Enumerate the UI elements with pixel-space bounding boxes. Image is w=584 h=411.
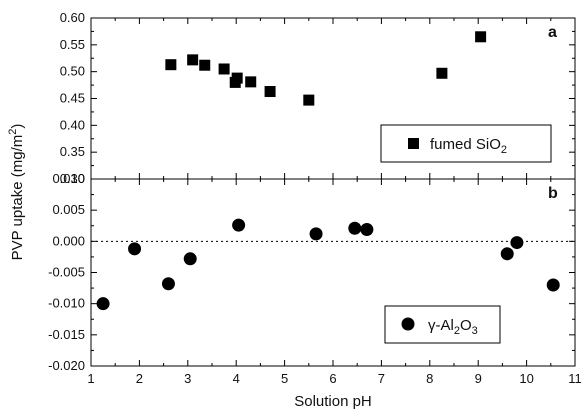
legend-b-text: γ-Al2O3 bbox=[428, 317, 478, 337]
y-label-end: ) bbox=[9, 124, 26, 129]
data-point-square bbox=[165, 59, 177, 71]
legend-b-mid: O bbox=[460, 317, 472, 334]
data-point-circle bbox=[183, 252, 197, 266]
x-tick-label: 6 bbox=[329, 371, 336, 386]
data-point-square bbox=[264, 86, 276, 98]
y-tick-label: 0.45 bbox=[60, 91, 85, 106]
y-label-main: PVP uptake (mg/m bbox=[9, 135, 26, 261]
y-tick-label: -0.020 bbox=[48, 358, 85, 373]
panel-a-ticks: 0.30 0.35 0.40 0.45 0.50 0.55 0.60 bbox=[60, 10, 576, 186]
x-tick-label: 2 bbox=[136, 371, 143, 386]
y-tick-label: 0.50 bbox=[60, 64, 85, 79]
x-tick-label: 9 bbox=[475, 371, 482, 386]
panel-a-label: a bbox=[548, 24, 557, 41]
x-tick-label: 10 bbox=[519, 371, 533, 386]
x-axis-label: Solution pH bbox=[294, 393, 372, 410]
data-point-circle bbox=[500, 247, 514, 261]
x-tick-label: 5 bbox=[281, 371, 288, 386]
panel-b-legend: γ-Al2O3 bbox=[384, 305, 501, 344]
panel-a-legend: fumed SiO2 bbox=[380, 124, 552, 163]
data-point-square bbox=[245, 76, 257, 88]
legend-a-sub: 2 bbox=[501, 144, 507, 156]
data-point-circle bbox=[128, 242, 142, 256]
legend-b-sub1: 2 bbox=[454, 325, 460, 337]
legend-square-marker bbox=[408, 138, 419, 149]
data-point-square bbox=[187, 54, 199, 66]
y-tick-label: 0.005 bbox=[52, 202, 85, 217]
legend-circle-marker bbox=[401, 317, 415, 331]
data-point-square bbox=[436, 67, 448, 79]
legend-b-sub2: 3 bbox=[472, 325, 478, 337]
data-point-circle bbox=[348, 221, 362, 235]
data-point-circle bbox=[546, 278, 560, 292]
y-label-sup: 2 bbox=[7, 129, 19, 135]
x-tick-label: 8 bbox=[426, 371, 433, 386]
y-tick-label: 0.40 bbox=[60, 117, 85, 132]
data-point-circle bbox=[510, 236, 524, 250]
legend-b-prefix: γ-Al bbox=[428, 317, 454, 334]
x-tick-label: 1 bbox=[87, 371, 94, 386]
data-point-square bbox=[218, 63, 230, 75]
data-point-circle bbox=[232, 218, 246, 232]
x-tick-label: 11 bbox=[568, 371, 582, 386]
panel-a-points bbox=[165, 31, 487, 106]
data-point-circle bbox=[360, 222, 374, 236]
y-tick-label: 0.000 bbox=[52, 233, 85, 248]
y-tick-label: -0.005 bbox=[48, 265, 85, 280]
y-tick-label: -0.010 bbox=[48, 296, 85, 311]
x-tick-label: 3 bbox=[184, 371, 191, 386]
legend-a-text: fumed SiO2 bbox=[430, 136, 507, 156]
data-point-square bbox=[231, 72, 243, 84]
data-point-circle bbox=[161, 277, 175, 291]
x-tick-label: 7 bbox=[378, 371, 385, 386]
y-tick-label: 0.60 bbox=[60, 10, 85, 25]
data-point-square bbox=[475, 31, 487, 43]
y-tick-label: 0.35 bbox=[60, 144, 85, 159]
legend-a-main: fumed SiO bbox=[430, 136, 501, 153]
panel-b-points bbox=[96, 218, 560, 311]
panel-b-ticks: -0.020 -0.015 -0.010 -0.005 0.000 0.005 0.010 1… bbox=[48, 171, 582, 386]
x-tick-label: 4 bbox=[233, 371, 240, 386]
panel-b-label: b bbox=[548, 185, 558, 202]
data-point-circle bbox=[96, 297, 110, 311]
data-point-circle bbox=[309, 227, 323, 241]
y-tick-label: 0.30 bbox=[60, 171, 85, 186]
data-point-square bbox=[199, 59, 211, 71]
data-point-square bbox=[303, 94, 315, 106]
y-tick-label: -0.015 bbox=[48, 327, 85, 342]
y-axis-label: PVP uptake (mg/m2) bbox=[7, 124, 26, 261]
y-tick-label: 0.55 bbox=[60, 37, 85, 52]
panel-b-frame bbox=[90, 178, 576, 367]
y-tick-label: 0.010 bbox=[52, 171, 85, 186]
